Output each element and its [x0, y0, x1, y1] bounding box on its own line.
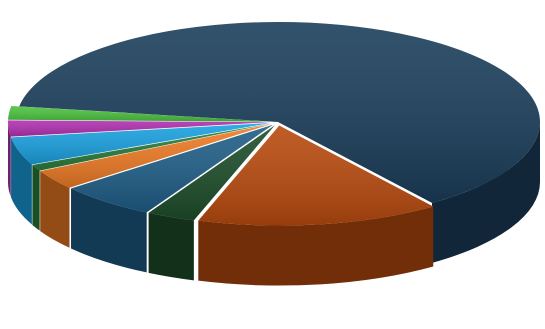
pie-slice-side-0 [431, 122, 540, 263]
pie-slice-gloss-8 [8, 106, 271, 122]
pie-slice-gloss-5 [32, 123, 271, 171]
pie-side-layer [8, 122, 540, 286]
pie-slice-side-6 [11, 137, 32, 225]
pie-slice-gloss-0 [19, 21, 541, 203]
pie-slice-gloss-3 [71, 124, 273, 213]
pie-slice-gloss-6 [11, 123, 271, 165]
pie-slice-side-1 [198, 206, 434, 286]
pie-slice-side-5 [32, 165, 40, 231]
pie-slice-gloss-2 [148, 125, 275, 221]
pie-top-layer [8, 21, 541, 226]
pie-slice-side-7 [8, 122, 11, 197]
pie-slice-gloss-1 [198, 125, 434, 226]
pie-slice-gloss-7 [8, 120, 271, 137]
pie-slice-gloss-4 [40, 124, 272, 188]
pie-slice-side-2 [148, 212, 194, 281]
pie-slice-side-3 [71, 188, 147, 273]
pie-slice-side-4 [40, 171, 70, 248]
